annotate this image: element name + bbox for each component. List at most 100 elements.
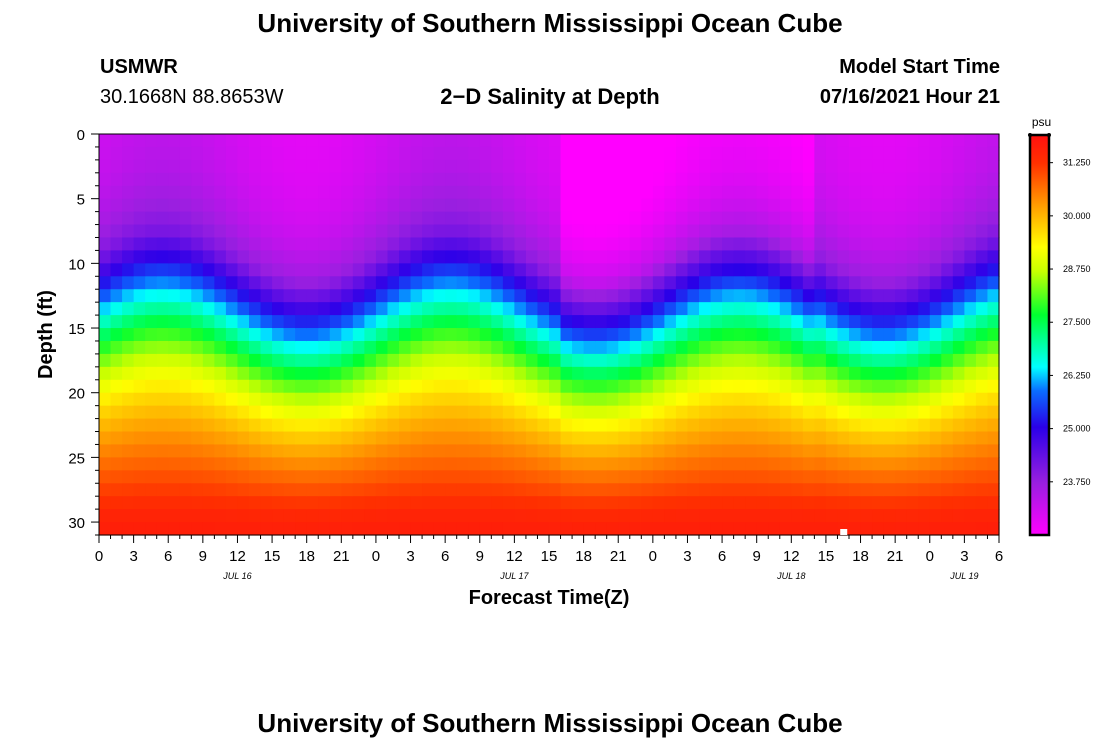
heatmap-cell — [987, 470, 1000, 484]
heatmap-cell — [145, 172, 158, 187]
heatmap-cell — [145, 353, 158, 368]
heatmap-cell — [699, 392, 712, 407]
heatmap-cell — [722, 496, 735, 510]
heatmap-cell — [364, 172, 377, 187]
heatmap-cell — [895, 340, 908, 355]
heatmap-cell — [295, 328, 308, 342]
heatmap-cell — [779, 172, 792, 187]
heatmap-cell — [733, 509, 746, 523]
heatmap-cell — [433, 470, 446, 484]
colorbar-tick-label: 25.000 — [1063, 424, 1091, 434]
heatmap-cell — [629, 405, 642, 420]
heatmap-cell — [168, 302, 181, 316]
heatmap-cell — [179, 405, 192, 420]
heatmap-cell — [214, 289, 227, 303]
heatmap-cell — [629, 302, 642, 316]
heatmap-cell — [110, 315, 123, 329]
heatmap-cell — [468, 379, 481, 394]
heatmap-cell — [572, 250, 585, 264]
heatmap-cell — [860, 340, 873, 355]
heatmap-cell — [802, 470, 815, 484]
heatmap-cell — [549, 444, 562, 458]
heatmap-cell — [929, 353, 942, 368]
heatmap-cell — [629, 276, 642, 290]
heatmap-cell — [710, 392, 723, 407]
heatmap-cell — [941, 470, 954, 484]
heatmap-cell — [560, 276, 573, 290]
heatmap-cell — [872, 328, 885, 342]
heatmap-cell — [687, 134, 700, 148]
heatmap-cell — [433, 185, 446, 200]
heatmap-cell — [410, 522, 423, 536]
heatmap-cell — [814, 185, 827, 200]
heatmap-cell — [479, 289, 492, 303]
heatmap-cell — [675, 172, 689, 187]
heatmap-cell — [156, 302, 169, 316]
heatmap-cell — [941, 444, 954, 458]
heatmap-cell — [745, 263, 758, 277]
heatmap-cell — [133, 328, 146, 342]
heatmap-cell — [260, 302, 273, 316]
heatmap-cell — [641, 146, 654, 161]
heatmap-cell — [433, 418, 446, 433]
heatmap-cell — [606, 392, 619, 407]
heatmap-cell — [156, 237, 169, 252]
heatmap-cell — [618, 340, 631, 355]
heatmap-cell — [895, 250, 908, 264]
heatmap-cell — [641, 457, 654, 471]
heatmap-cell — [179, 431, 192, 446]
heatmap-cell — [687, 366, 700, 381]
heatmap-cell — [791, 172, 804, 187]
heatmap-cell — [249, 340, 262, 355]
heatmap-cell — [652, 172, 665, 187]
heatmap-cell — [641, 250, 654, 264]
heatmap-cell — [387, 328, 400, 342]
heatmap-cell — [895, 276, 908, 290]
heatmap-cell — [537, 185, 550, 200]
heatmap-cell — [687, 250, 700, 264]
heatmap-cell — [572, 353, 585, 368]
y-tick-label: 15 — [68, 321, 85, 338]
heatmap-cell — [641, 211, 654, 226]
heatmap-cell — [629, 379, 642, 394]
heatmap-cell — [387, 496, 400, 510]
colorbar: psu 31.25030.00028.75027.50026.25025.000… — [1028, 115, 1091, 537]
heatmap-cell — [952, 276, 965, 290]
heatmap-cell — [249, 250, 262, 264]
heatmap-cell — [306, 185, 319, 200]
heatmap-cell — [745, 457, 758, 471]
heatmap-cell — [306, 379, 319, 394]
colorbar-gradient — [1028, 133, 1051, 537]
heatmap-cell — [825, 444, 839, 458]
heatmap-cell — [849, 185, 862, 200]
heatmap-cell — [364, 328, 377, 342]
heatmap-cell — [133, 457, 146, 471]
heatmap-cell — [445, 353, 458, 368]
heatmap-cell — [122, 211, 135, 226]
heatmap-cell — [410, 276, 423, 290]
heatmap-cell — [133, 211, 146, 226]
heatmap-cell — [225, 379, 239, 394]
heatmap-cell — [122, 134, 135, 148]
heatmap-cell — [375, 289, 389, 303]
heatmap-cell — [595, 392, 608, 407]
heatmap-cell — [929, 340, 942, 355]
heatmap-cell — [318, 289, 331, 303]
heatmap-cell — [514, 444, 527, 458]
heatmap-cell — [652, 159, 665, 174]
heatmap-cell — [168, 211, 181, 226]
heatmap-cell — [860, 444, 873, 458]
heatmap-cell — [745, 418, 758, 433]
heatmap-cell — [179, 340, 192, 355]
heatmap-cell — [445, 328, 458, 342]
heatmap-cell — [214, 315, 227, 329]
heatmap-cell — [502, 134, 515, 148]
heatmap-cell — [860, 250, 873, 264]
heatmap-cell — [606, 444, 619, 458]
heatmap-cell — [883, 457, 896, 471]
heatmap-cell — [918, 470, 931, 484]
heatmap-cell — [860, 198, 873, 213]
heatmap-cell — [779, 134, 792, 148]
heatmap-cell — [849, 496, 862, 510]
heatmap-cell — [341, 198, 354, 213]
